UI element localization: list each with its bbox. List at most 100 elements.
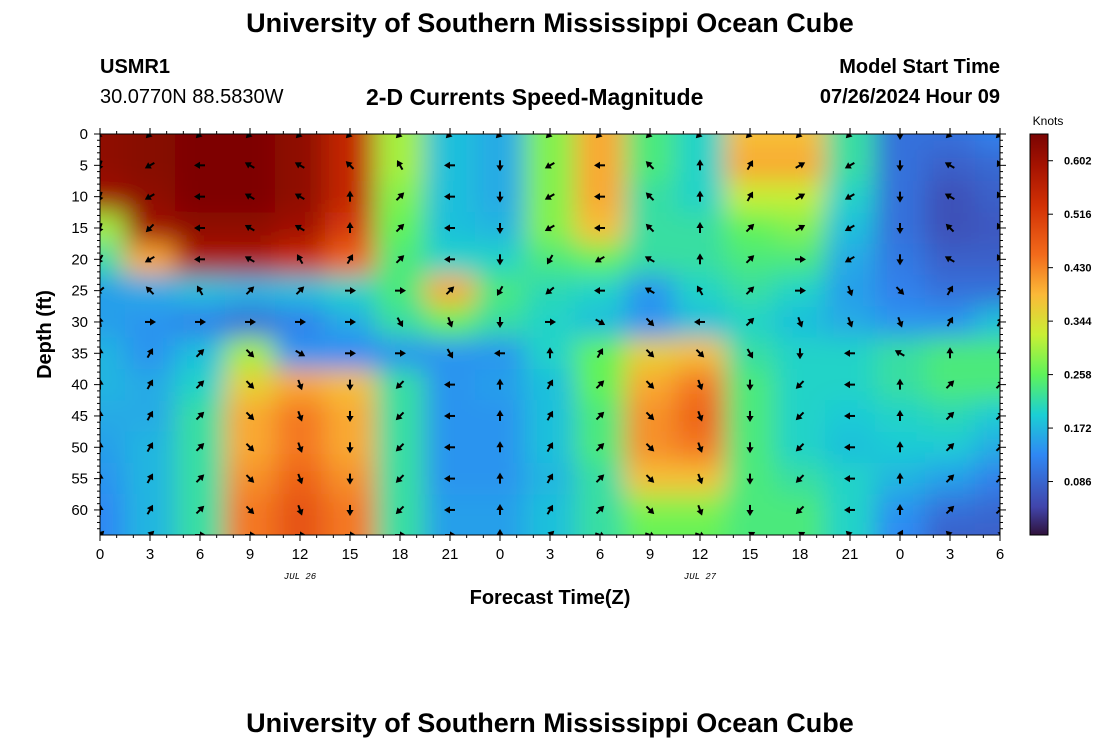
current-arrow [946,347,954,359]
current-arrow [995,443,1000,452]
current-arrow [145,318,156,326]
current-arrow [295,286,305,295]
current-arrow [795,474,805,483]
current-arrow [444,443,455,451]
heat-cell [100,368,126,401]
current-arrow [496,472,504,484]
heat-cell [925,134,976,151]
current-arrow [444,224,455,232]
heat-cell [100,149,126,182]
current-arrow [444,412,455,420]
heat-cell [875,522,926,535]
current-arrow [844,506,855,514]
current-arrow [645,349,655,358]
y-tick-label: 40 [71,377,88,394]
heat-cell [100,522,126,535]
current-arrow [745,317,755,327]
chart-subtitle: 2-D Currents Speed-Magnitude [366,84,704,110]
current-arrow [594,193,605,201]
secondary-title: University of Southern Mississippi Ocean… [246,708,854,738]
current-arrow [195,531,206,535]
current-arrow [444,475,455,483]
current-arrow [645,411,655,421]
heat-cell [975,494,1000,523]
current-arrow [595,474,605,483]
current-arrow [645,134,655,139]
current-arrow [195,474,205,483]
current-arrow [245,380,255,389]
current-arrow [795,443,805,452]
colorbar-tick-label: 0.430 [1064,263,1092,275]
x-tick-label: 0 [896,546,904,563]
current-arrow [946,316,954,327]
current-arrow [595,411,605,421]
current-arrow [896,222,904,234]
heat-cell [725,134,776,151]
x-tick-label: 0 [496,546,504,563]
current-arrow [944,256,955,263]
current-arrow [695,349,705,358]
current-arrow [144,255,155,263]
current-arrow [796,348,804,360]
current-arrow [146,442,154,453]
current-arrow [496,529,504,535]
current-arrow [496,441,504,453]
current-arrow [745,223,755,233]
current-arrow [345,349,356,357]
current-arrow [144,161,155,169]
current-arrow [645,443,655,452]
current-arrow [244,256,255,263]
x-tick-label: 3 [146,546,154,563]
current-arrow [395,223,405,233]
heat-cell [275,522,326,535]
current-arrow [245,286,255,295]
current-arrow [146,410,154,421]
current-arrow [100,286,105,295]
current-arrow [346,221,354,233]
current-arrow [694,318,705,326]
heat-cell [100,274,126,307]
y-tick-label: 20 [71,251,88,268]
current-arrow [844,349,855,357]
current-arrow [746,160,754,171]
current-arrow [494,349,505,357]
heat-cell [425,134,476,151]
current-arrow [145,223,155,233]
current-arrow [745,286,755,295]
current-arrow [594,287,605,295]
current-arrow [845,134,855,139]
current-arrow [444,161,455,169]
current-arrow [844,381,855,389]
current-arrow [795,193,806,201]
current-arrow [896,472,904,484]
y-tick-label: 30 [71,314,88,331]
current-arrow [395,474,405,483]
current-arrow [546,379,554,390]
current-arrow [244,162,255,169]
current-arrow [896,441,904,453]
speed-heatmap [100,134,1000,535]
current-arrow [844,255,855,263]
current-arrow [195,411,205,421]
current-arrow [346,190,354,202]
current-arrow [645,317,655,327]
current-arrow [844,475,855,483]
colorbar-tick-label: 0.344 [1064,316,1092,328]
current-arrow [945,134,955,139]
heat-cell [425,522,476,535]
current-arrow [594,224,605,232]
current-arrow [245,411,255,421]
current-arrow [595,443,605,452]
x-tick-label: 12 [292,546,309,563]
heat-cell [825,134,876,151]
heat-cell [775,522,826,535]
current-arrow [346,254,354,265]
current-arrow [100,530,105,535]
current-arrow [546,473,554,484]
heat-cell [875,134,926,151]
current-arrow [896,503,904,515]
heat-cell [975,243,1000,276]
current-arrow [945,223,955,233]
current-arrow [296,410,304,422]
